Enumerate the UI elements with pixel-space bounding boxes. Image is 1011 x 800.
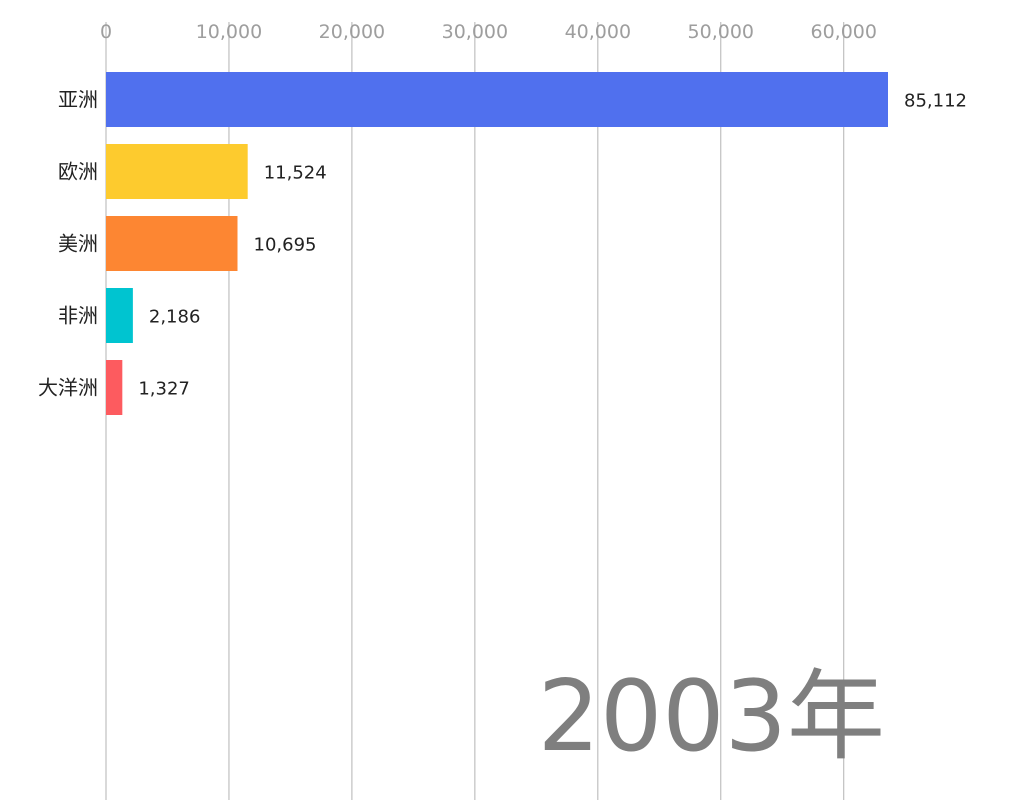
x-tick-label: 10,000 (196, 21, 262, 43)
value-labels: 85,112 11,524 10,695 2,186 1,327 (138, 91, 967, 400)
year-label: 2003年 (538, 660, 885, 774)
value-label: 10,695 (254, 235, 317, 256)
category-label: 大洋洲 (38, 376, 98, 400)
x-tick-label: 0 (100, 21, 112, 43)
bars (106, 72, 888, 415)
value-label: 1,327 (138, 379, 190, 400)
x-axis-ticks: 0 10,000 20,000 30,000 40,000 50,000 60,000 (100, 21, 877, 43)
category-label: 非洲 (58, 304, 98, 328)
value-label: 11,524 (264, 163, 327, 184)
bar (106, 72, 888, 127)
bar (106, 360, 123, 415)
value-label: 2,186 (149, 307, 201, 328)
x-tick-label: 30,000 (442, 21, 508, 43)
bar (106, 288, 133, 343)
x-tick-label: 40,000 (565, 21, 631, 43)
x-tick-label: 60,000 (810, 21, 876, 43)
category-label: 美洲 (58, 232, 98, 256)
bar (106, 216, 238, 271)
x-tick-label: 50,000 (688, 21, 754, 43)
category-label: 欧洲 (58, 160, 98, 184)
bar (106, 144, 248, 199)
value-label: 85,112 (904, 91, 967, 112)
category-label: 亚洲 (58, 88, 98, 112)
x-tick-label: 20,000 (319, 21, 385, 43)
